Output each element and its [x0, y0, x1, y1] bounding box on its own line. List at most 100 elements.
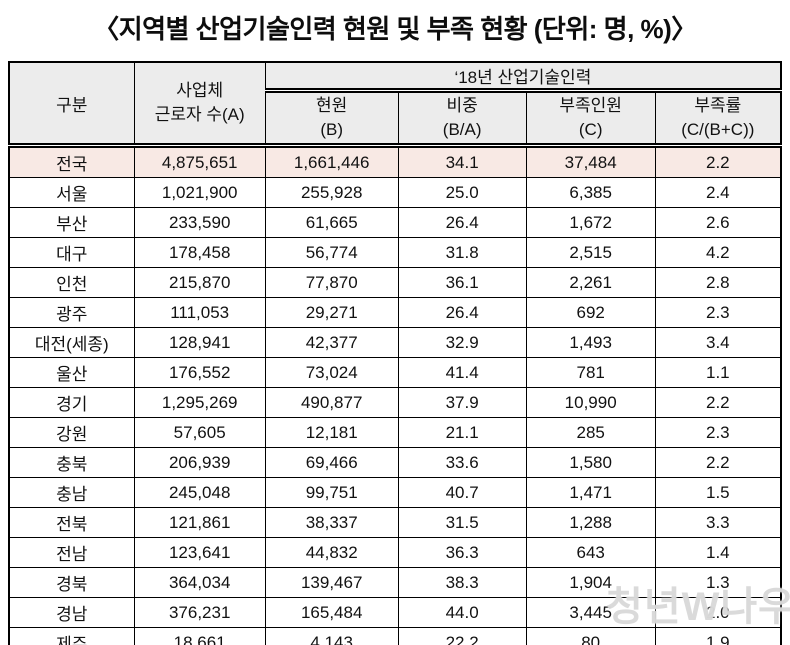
current-count-cell: 56,774: [264, 237, 399, 268]
col-header-shortage-line1: 부족인원: [559, 96, 622, 115]
table-row: 대구 178,458 56,774 31.8 2,515 4.2: [8, 237, 782, 268]
table-row: 경남 376,231 165,484 44.0 3,445 2.0: [8, 597, 782, 628]
region-cell: 경기: [8, 387, 135, 418]
region-cell: 전국: [8, 145, 135, 178]
table-row: 충남 245,048 99,751 40.7 1,471 1.5: [8, 477, 782, 508]
header-group-row: 구분 사업체 근로자 수(A) ‘18년 산업기술인력: [8, 61, 782, 148]
shortage-rate-cell: 2.3: [654, 297, 782, 328]
workers-count-cell: 215,870: [133, 267, 266, 298]
header-sub-row: 현원 (B) 비중 (B/A) 부족인원 (C) 부족률 (C/(B+C)): [9, 90, 782, 148]
shortage-count-cell: 643: [525, 537, 656, 568]
col-group-header-2018-workforce: ‘18년 산업기술인력: [264, 61, 782, 93]
current-count-cell: 38,337: [264, 507, 399, 538]
region-cell: 강원: [8, 417, 135, 448]
ratio-cell: 26.4: [397, 297, 527, 328]
current-count-cell: 73,024: [264, 357, 399, 388]
table-row: 경북 364,034 139,467 38.3 1,904 1.3: [8, 567, 782, 598]
shortage-count-cell: 692: [525, 297, 656, 328]
shortage-count-cell: 1,471: [525, 477, 656, 508]
ratio-cell: 25.0: [397, 177, 527, 208]
regional-workforce-table: 구분 사업체 근로자 수(A) ‘18년 산업기술인력 현원 (B) 비중 (B…: [8, 61, 782, 645]
current-count-cell: 139,467: [264, 567, 399, 598]
shortage-count-cell: 37,484: [525, 145, 656, 178]
table-row: 대전(세종) 128,941 42,377 32.9 1,493 3.4: [8, 327, 782, 358]
table-row: 서울 1,021,900 255,928 25.0 6,385 2.4: [8, 177, 782, 208]
shortage-count-cell: 1,288: [525, 507, 656, 538]
current-count-cell: 255,928: [264, 177, 399, 208]
current-count-cell: 77,870: [264, 267, 399, 298]
shortage-count-cell: 1,580: [525, 447, 656, 478]
col-header-shortage-rate-line1: 부족률: [694, 96, 742, 115]
workers-count-cell: 178,458: [133, 237, 266, 268]
shortage-rate-cell: 2.4: [654, 177, 782, 208]
ratio-cell: 37.9: [397, 387, 527, 418]
region-cell: 대구: [8, 237, 135, 268]
col-header-shortage-rate-line2: (C/(B+C)): [681, 120, 755, 139]
shortage-rate-cell: 1.3: [654, 567, 782, 598]
col-header-gubun: 구분: [8, 61, 135, 148]
workers-count-cell: 245,048: [133, 477, 266, 508]
ratio-cell: 44.0: [397, 597, 527, 628]
region-cell: 울산: [8, 357, 135, 388]
current-count-cell: 29,271: [264, 297, 399, 328]
region-cell: 제주: [8, 627, 135, 645]
shortage-rate-cell: 2.2: [654, 145, 782, 178]
shortage-count-cell: 1,493: [525, 327, 656, 358]
ratio-cell: 32.9: [397, 327, 527, 358]
ratio-cell: 31.5: [397, 507, 527, 538]
shortage-rate-cell: 1.9: [654, 627, 782, 645]
region-cell: 광주: [8, 297, 135, 328]
current-count-cell: 99,751: [264, 477, 399, 508]
table-body: 전국 4,875,651 1,661,446 34.1 37,484 2.2 서…: [8, 145, 782, 645]
workers-count-cell: 121,861: [133, 507, 266, 538]
table-header: 구분 사업체 근로자 수(A) ‘18년 산업기술인력 현원 (B) 비중 (B…: [8, 61, 782, 148]
shortage-count-cell: 1,672: [525, 207, 656, 238]
workers-count-cell: 18,661: [133, 627, 266, 645]
col-header-business-workers-line1: 사업체: [176, 81, 224, 100]
ratio-cell: 33.6: [397, 447, 527, 478]
shortage-rate-cell: 1.1: [654, 357, 782, 388]
shortage-rate-cell: 2.3: [654, 417, 782, 448]
ratio-cell: 41.4: [397, 357, 527, 388]
ratio-cell: 40.7: [397, 477, 527, 508]
workers-count-cell: 57,605: [133, 417, 266, 448]
ratio-cell: 38.3: [397, 567, 527, 598]
ratio-cell: 21.1: [397, 417, 527, 448]
shortage-rate-cell: 3.4: [654, 327, 782, 358]
shortage-count-cell: 6,385: [525, 177, 656, 208]
shortage-count-cell: 285: [525, 417, 656, 448]
workers-count-cell: 111,053: [133, 297, 266, 328]
shortage-rate-cell: 2.8: [654, 267, 782, 298]
shortage-rate-cell: 2.0: [654, 597, 782, 628]
col-header-shortage-line2: (C): [578, 120, 603, 139]
table-container: 구분 사업체 근로자 수(A) ‘18년 산업기술인력 현원 (B) 비중 (B…: [8, 61, 782, 645]
workers-count-cell: 128,941: [133, 327, 266, 358]
region-cell: 경남: [8, 597, 135, 628]
workers-count-cell: 1,021,900: [133, 177, 266, 208]
table-row: 울산 176,552 73,024 41.4 781 1.1: [8, 357, 782, 388]
workers-count-cell: 176,552: [133, 357, 266, 388]
shortage-count-cell: 10,990: [525, 387, 656, 418]
workers-count-cell: 364,034: [133, 567, 266, 598]
region-cell: 대전(세종): [8, 327, 135, 358]
ratio-cell: 26.4: [397, 207, 527, 238]
region-cell: 부산: [8, 207, 135, 238]
region-cell: 서울: [8, 177, 135, 208]
ratio-cell: 36.3: [397, 537, 527, 568]
col-header-ratio-line2: (B/A): [442, 120, 482, 139]
table-row: 인천 215,870 77,870 36.1 2,261 2.8: [8, 267, 782, 298]
col-header-business-workers: 사업체 근로자 수(A): [133, 61, 266, 148]
ratio-cell: 36.1: [397, 267, 527, 298]
shortage-count-cell: 2,515: [525, 237, 656, 268]
region-cell: 전남: [8, 537, 135, 568]
table-row: 제주 18,661 4,143 22.2 80 1.9: [8, 627, 782, 645]
current-count-cell: 4,143: [264, 627, 399, 645]
col-header-current-line1: 현원: [316, 96, 348, 115]
table-row: 부산 233,590 61,665 26.4 1,672 2.6: [8, 207, 782, 238]
ratio-cell: 31.8: [397, 237, 527, 268]
ratio-cell: 34.1: [397, 145, 527, 178]
shortage-count-cell: 80: [525, 627, 656, 645]
col-header-ratio: 비중 (B/A): [397, 90, 527, 148]
table-row: 전국 4,875,651 1,661,446 34.1 37,484 2.2: [8, 145, 782, 178]
ratio-cell: 22.2: [397, 627, 527, 645]
